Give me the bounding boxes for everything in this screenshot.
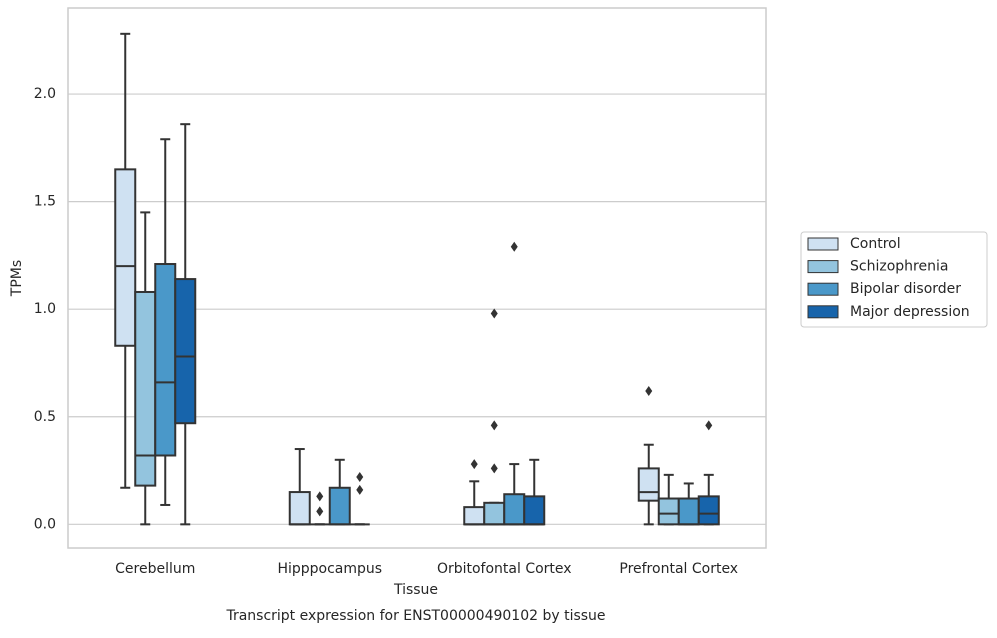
legend-label: Bipolar disorder: [850, 281, 961, 297]
outlier: [510, 241, 518, 252]
box: [154, 263, 177, 457]
x-axis-label: Tissue: [393, 582, 438, 598]
legend-swatch: [807, 237, 839, 251]
outlier: [316, 506, 324, 517]
box: [637, 467, 660, 502]
outlier: [490, 420, 498, 431]
y-tick-label: 0.0: [34, 516, 56, 532]
box: [174, 278, 197, 425]
x-tick-label: Cerebellum: [115, 561, 195, 577]
legend-swatch: [807, 282, 839, 296]
y-tick-label: 0.5: [34, 409, 56, 425]
y-tick-label: 1.5: [34, 194, 56, 210]
legend-label: Schizophrenia: [850, 259, 948, 275]
box: [134, 290, 157, 487]
box: [483, 501, 506, 526]
box: [288, 491, 311, 526]
y-tick-label: 2.0: [34, 86, 56, 102]
box: [328, 486, 351, 526]
legend-label: Major depression: [850, 304, 970, 320]
x-tick-label: Orbitofontal Cortex: [437, 561, 572, 577]
legend-swatch: [807, 305, 839, 319]
outlier: [645, 385, 653, 396]
outlier: [705, 420, 713, 431]
outlier: [356, 472, 364, 483]
x-tick-label: Prefrontal Cortex: [619, 561, 738, 577]
outlier: [316, 491, 324, 502]
box: [523, 495, 546, 526]
box: [677, 497, 700, 526]
outlier: [490, 308, 498, 319]
legend-frame: [800, 231, 988, 328]
y-tick-label: 1.0: [34, 301, 56, 317]
plot-frame: [67, 7, 767, 549]
legend-label: Control: [850, 236, 901, 252]
caption: Transcript expression for ENST0000049010…: [225, 608, 605, 624]
box: [503, 493, 526, 526]
box: [463, 506, 486, 526]
outlier: [470, 459, 478, 470]
box: [657, 497, 680, 526]
outlier: [356, 484, 364, 495]
box: [114, 168, 137, 347]
x-tick-label: Hipppocampus: [277, 561, 382, 577]
y-axis-label: TPMs: [9, 260, 25, 297]
legend-swatch: [807, 260, 839, 274]
outlier: [490, 463, 498, 474]
box: [697, 495, 720, 526]
